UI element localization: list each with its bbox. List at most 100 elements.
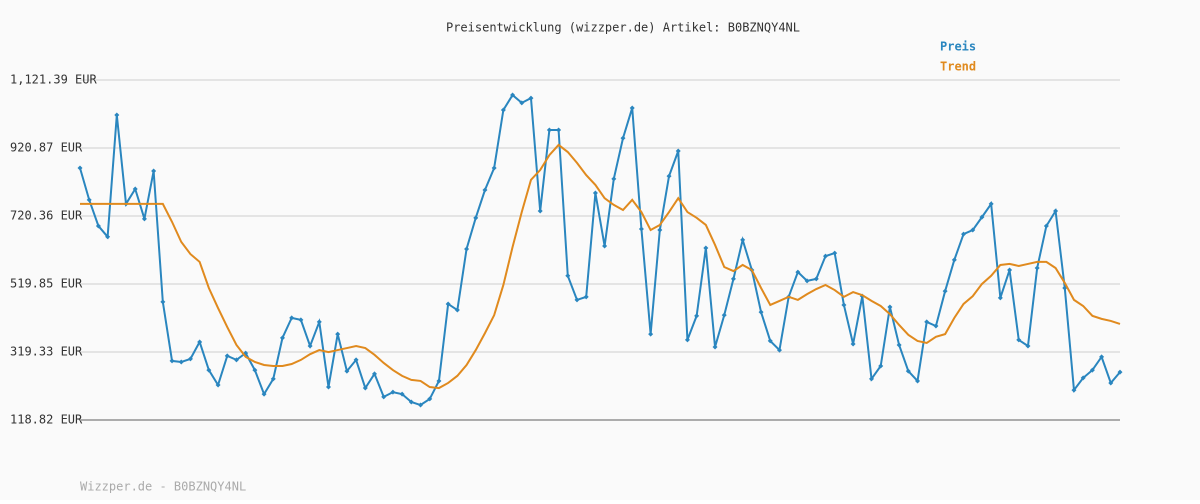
point-marker <box>832 250 838 256</box>
point-marker <box>721 312 727 318</box>
point-marker <box>776 347 782 353</box>
point-marker <box>611 176 617 182</box>
point-marker <box>546 127 552 133</box>
point-marker <box>445 301 451 307</box>
point-marker <box>896 342 902 348</box>
point-marker <box>132 186 138 192</box>
point-marker <box>528 95 534 101</box>
point-marker <box>178 359 184 365</box>
point-marker <box>924 319 930 325</box>
point-marker <box>335 331 341 337</box>
point-marker <box>464 246 470 252</box>
point-marker <box>1080 375 1086 381</box>
point-marker <box>114 112 120 118</box>
point-marker <box>482 187 488 193</box>
point-marker <box>298 317 304 323</box>
point-marker <box>813 276 819 282</box>
footer: Wizzper.de - B0BZNQY4NL <box>80 480 246 494</box>
point-marker <box>279 335 285 341</box>
point-marker <box>970 227 976 233</box>
point-marker <box>574 297 580 303</box>
point-marker <box>1025 343 1031 349</box>
point-marker <box>362 385 368 391</box>
point-marker <box>583 294 589 300</box>
point-marker <box>436 378 442 384</box>
point-marker <box>169 358 175 364</box>
point-marker <box>473 215 479 221</box>
point-marker <box>105 234 111 240</box>
point-marker <box>915 378 921 384</box>
point-marker <box>804 278 810 284</box>
point-marker <box>822 253 828 259</box>
point-marker <box>638 226 644 232</box>
y-tick-label: 1,121.39 EUR <box>10 73 97 87</box>
point-marker <box>657 227 663 233</box>
point-marker <box>381 394 387 400</box>
point-marker <box>500 107 506 113</box>
point-marker <box>694 313 700 319</box>
point-marker <box>187 356 193 362</box>
point-marker <box>1089 367 1095 373</box>
point-marker <box>602 243 608 249</box>
point-marker <box>344 368 350 374</box>
point-marker <box>215 382 221 388</box>
point-marker <box>1108 380 1114 386</box>
point-marker <box>795 269 801 275</box>
point-marker <box>233 357 239 363</box>
y-tick-label: 118.82 EUR <box>10 413 83 427</box>
point-marker <box>988 201 994 207</box>
point-marker <box>629 105 635 111</box>
point-marker <box>712 344 718 350</box>
point-marker <box>519 100 525 106</box>
point-marker <box>666 173 672 179</box>
y-tick-label: 920.87 EUR <box>10 141 83 155</box>
point-marker <box>675 148 681 154</box>
point-marker <box>537 208 543 214</box>
point-marker <box>1053 208 1059 214</box>
point-marker <box>160 299 166 305</box>
point-marker <box>961 231 967 237</box>
point-marker <box>878 363 884 369</box>
point-marker <box>224 353 230 359</box>
point-marker <box>77 165 83 171</box>
legend-label: Preis <box>940 40 976 54</box>
point-marker <box>399 391 405 397</box>
point-marker <box>1071 387 1077 393</box>
point-marker <box>454 307 460 313</box>
point-marker <box>951 257 957 263</box>
point-marker <box>408 399 414 405</box>
point-marker <box>850 341 856 347</box>
point-marker <box>592 190 598 196</box>
point-marker <box>740 237 746 243</box>
point-marker <box>510 92 516 98</box>
point-marker <box>86 197 92 203</box>
point-marker <box>933 323 939 329</box>
point-marker <box>372 371 378 377</box>
point-marker <box>307 343 313 349</box>
point-marker <box>1034 265 1040 271</box>
point-marker <box>887 304 893 310</box>
point-marker <box>427 396 433 402</box>
point-marker <box>703 245 709 251</box>
point-marker <box>648 331 654 337</box>
point-marker <box>390 389 396 395</box>
point-marker <box>1099 354 1105 360</box>
legend-label: Trend <box>940 60 976 74</box>
chart-title: Preisentwicklung (wizzper.de) Artikel: B… <box>446 21 800 35</box>
point-marker <box>730 276 736 282</box>
point-marker <box>556 127 562 133</box>
point-marker <box>491 165 497 171</box>
point-marker <box>95 223 101 229</box>
point-marker <box>1016 337 1022 343</box>
series-line <box>80 143 1121 390</box>
point-marker <box>289 315 295 321</box>
point-marker <box>1007 267 1013 273</box>
point-marker <box>1043 223 1049 229</box>
point-marker <box>353 357 359 363</box>
point-marker <box>565 273 571 279</box>
point-marker <box>620 135 626 141</box>
point-marker <box>767 338 773 344</box>
point-marker <box>758 309 764 315</box>
